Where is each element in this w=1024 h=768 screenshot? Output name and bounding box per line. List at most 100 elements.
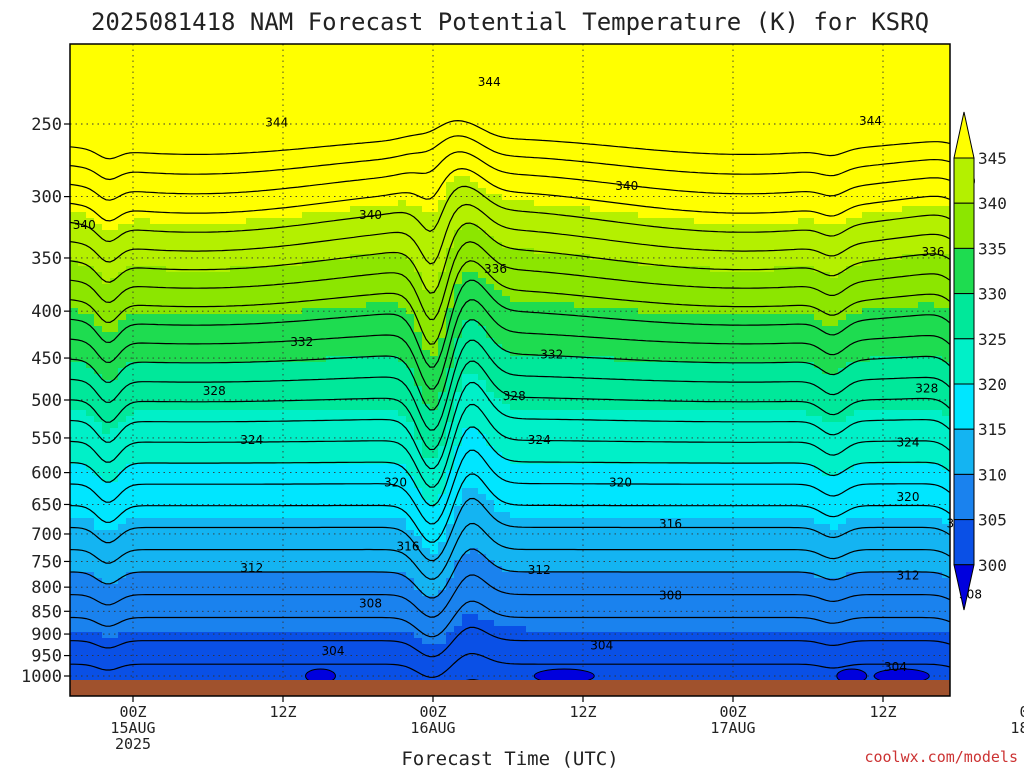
- band-cell: [270, 410, 279, 465]
- band-cell: [758, 224, 767, 273]
- band-cell: [870, 632, 879, 687]
- band-cell: [782, 44, 791, 225]
- band-cell: [686, 410, 695, 465]
- band-cell: [822, 272, 831, 327]
- band-cell: [846, 218, 855, 267]
- colorbar-segment: [953, 473, 975, 521]
- band-cell: [526, 572, 535, 633]
- band-cell: [630, 362, 639, 411]
- band-cell: [854, 218, 863, 267]
- band-cell: [254, 266, 263, 315]
- band-cell: [334, 308, 343, 357]
- band-cell: [294, 518, 303, 573]
- band-cell: [806, 44, 815, 219]
- band-cell: [566, 206, 575, 255]
- band-cell: [670, 572, 679, 633]
- band-cell: [206, 314, 215, 363]
- band-cell: [486, 500, 495, 561]
- band-cell: [350, 308, 359, 357]
- band-cell: [358, 632, 367, 687]
- band-cell: [830, 632, 839, 693]
- band-cell: [494, 44, 503, 195]
- band-cell: [798, 362, 807, 411]
- band-cell: [798, 314, 807, 363]
- band-cell: [486, 338, 495, 393]
- band-cell: [622, 308, 631, 363]
- band-cell: [238, 314, 247, 363]
- band-cell: [318, 308, 327, 363]
- band-cell: [358, 44, 367, 207]
- band-cell: [590, 308, 599, 357]
- band-cell: [534, 518, 543, 573]
- band-cell: [430, 644, 439, 696]
- contour-line: [70, 119, 950, 160]
- band-cell: [374, 572, 383, 633]
- band-cell: [934, 572, 943, 633]
- band-cell: [750, 632, 759, 687]
- band-cell: [318, 260, 327, 309]
- band-cell: [142, 44, 151, 219]
- band-cell: [534, 572, 543, 633]
- band-cell: [502, 626, 511, 687]
- contour-line: [70, 135, 950, 181]
- band-cell: [118, 272, 127, 321]
- band-cell: [222, 572, 231, 633]
- band-cell: [382, 206, 391, 255]
- band-cell: [694, 362, 703, 411]
- band-cell: [318, 410, 327, 465]
- band-cell: [462, 554, 471, 615]
- band-cell: [126, 362, 135, 417]
- band-cell: [238, 632, 247, 687]
- band-cell: [822, 224, 831, 273]
- band-cell: [390, 464, 399, 519]
- y-tick-label: 500: [31, 391, 62, 411]
- band-cell: [158, 362, 167, 411]
- band-cell: [902, 518, 911, 573]
- band-cell: [854, 632, 863, 687]
- band-cell: [454, 560, 463, 627]
- contour-line: [70, 626, 950, 658]
- band-cell: [222, 224, 231, 273]
- band-cell: [374, 518, 383, 573]
- band-cell: [582, 632, 591, 687]
- band-cell: [190, 272, 199, 315]
- band-cell: [734, 464, 743, 519]
- band-cell: [302, 362, 311, 411]
- band-cell: [910, 518, 919, 573]
- band-cell: [470, 320, 479, 375]
- band-cell: [102, 230, 111, 285]
- band-cell: [294, 314, 303, 363]
- contour-line: [70, 319, 950, 411]
- band-cell: [918, 410, 927, 465]
- band-cell: [806, 518, 815, 573]
- band-cell: [790, 224, 799, 267]
- band-cell: [870, 308, 879, 357]
- band-cell: [430, 212, 439, 291]
- x-tick-label: 12Z: [569, 703, 596, 721]
- band-cell: [774, 314, 783, 363]
- band-cell: [718, 272, 727, 315]
- band-cell: [430, 554, 439, 597]
- band-cell: [294, 572, 303, 633]
- y-tick-label: 550: [31, 429, 62, 449]
- band-cell: [726, 272, 735, 315]
- contour-label: 324: [528, 433, 551, 447]
- band-cell: [246, 362, 255, 411]
- band-cell: [374, 632, 383, 687]
- colorbar-segment: [953, 338, 975, 385]
- band-cell: [278, 44, 287, 219]
- band-cell: [422, 644, 431, 696]
- band-cell: [534, 302, 543, 357]
- band-cell: [894, 44, 903, 213]
- band-cell: [158, 266, 167, 315]
- band-cell: [646, 518, 655, 573]
- band-cell: [598, 212, 607, 261]
- contour-line: [70, 339, 950, 431]
- band-cell: [846, 314, 855, 363]
- band-cell: [174, 224, 183, 273]
- band-cell: [78, 464, 87, 519]
- band-cell: [598, 632, 607, 687]
- band-cell: [566, 632, 575, 687]
- band-cell: [142, 266, 151, 315]
- band-cell: [686, 362, 695, 411]
